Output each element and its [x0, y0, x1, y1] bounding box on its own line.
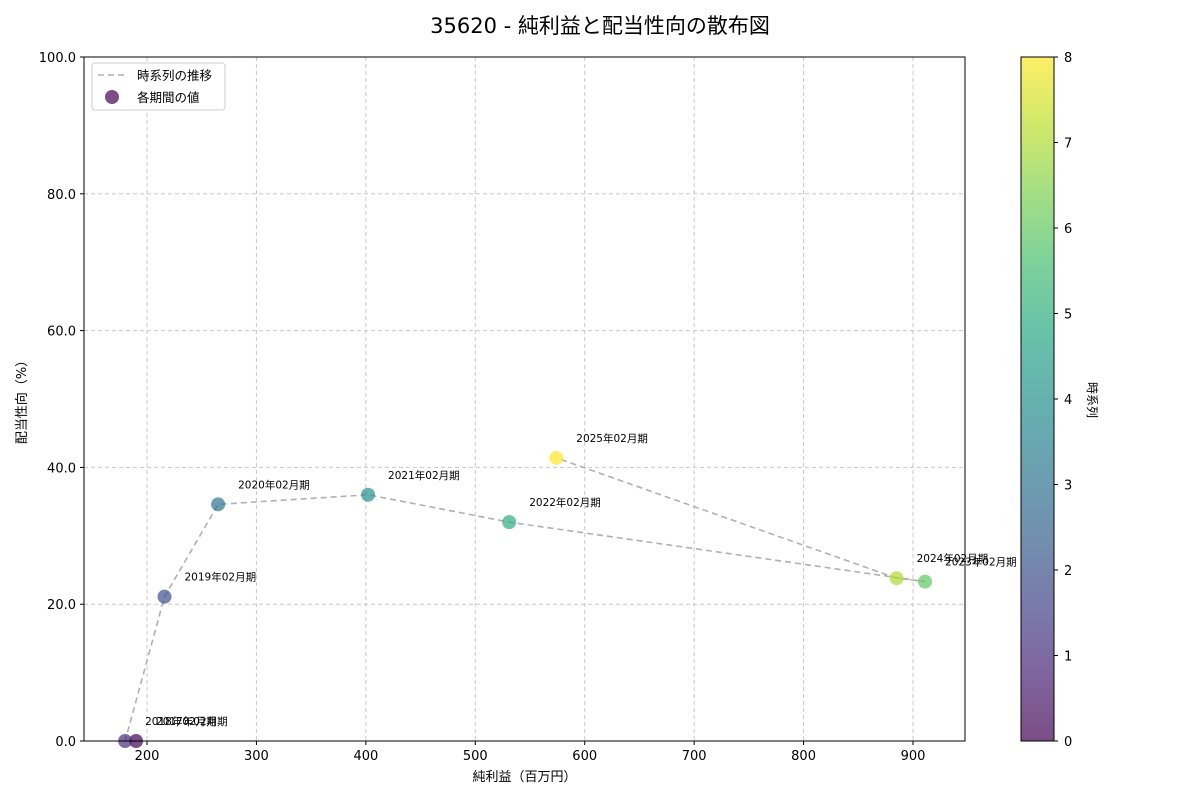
x-tick-label: 800 — [791, 749, 816, 764]
x-tick-label: 400 — [353, 749, 378, 764]
point-label: 2017年02月期 — [156, 715, 228, 728]
data-point — [361, 487, 376, 502]
x-tick-label: 500 — [463, 749, 488, 764]
y-tick-label: 60.0 — [47, 325, 76, 340]
colorbar-label: 時系列 — [1085, 382, 1099, 418]
x-tick-label: 300 — [244, 749, 269, 764]
x-tick-label: 900 — [901, 749, 926, 764]
point-label: 2025年02月期 — [576, 432, 648, 445]
y-tick-label: 100.0 — [39, 51, 76, 66]
legend-label-points: 各期間の値 — [137, 90, 200, 105]
colorbar — [1020, 56, 1055, 742]
y-tick-label: 80.0 — [47, 188, 76, 203]
y-tick-label: 20.0 — [47, 598, 76, 613]
data-point — [211, 497, 226, 512]
data-point — [889, 571, 904, 586]
colorbar-tick-label: 8 — [1064, 51, 1072, 66]
point-label: 2021年02月期 — [388, 469, 460, 482]
x-tick-label: 600 — [572, 749, 597, 764]
colorbar-tick-label: 1 — [1064, 650, 1072, 665]
data-point — [918, 574, 933, 589]
point-label: 2023年02月期 — [945, 556, 1017, 569]
y-tick-label: 0.0 — [55, 735, 76, 750]
legend-label-trend: 時系列の推移 — [137, 68, 212, 83]
legend-box — [91, 62, 226, 111]
data-point — [157, 589, 172, 604]
colorbar-tick-label: 7 — [1064, 137, 1072, 152]
point-label: 2024年02月期 — [917, 552, 989, 565]
y-axis-label: 配当性向（%） — [14, 354, 30, 444]
point-label: 2018年02月期 — [145, 715, 217, 728]
trend-line — [124, 457, 926, 742]
legend-marker-icon — [105, 90, 119, 104]
x-tick-label: 700 — [682, 749, 707, 764]
colorbar-tick-label: 3 — [1064, 479, 1072, 494]
data-point — [549, 450, 564, 465]
colorbar-tick-label: 5 — [1064, 308, 1072, 323]
x-tick-label: 200 — [135, 749, 160, 764]
x-axis-label: 純利益（百万円） — [472, 770, 576, 785]
colorbar-tick-label: 4 — [1064, 393, 1072, 408]
point-label: 2022年02月期 — [529, 496, 601, 509]
colorbar-tick-label: 2 — [1064, 564, 1072, 579]
y-tick-label: 40.0 — [47, 461, 76, 476]
point-label: 2020年02月期 — [238, 478, 310, 491]
colorbar-tick-label: 0 — [1064, 735, 1072, 750]
point-label: 2019年02月期 — [185, 571, 257, 584]
chart-title: 35620 - 純利益と配当性向の散布図 — [430, 14, 770, 38]
plot-frame — [83, 56, 966, 742]
colorbar-tick-label: 6 — [1064, 222, 1072, 237]
data-point — [502, 515, 517, 530]
